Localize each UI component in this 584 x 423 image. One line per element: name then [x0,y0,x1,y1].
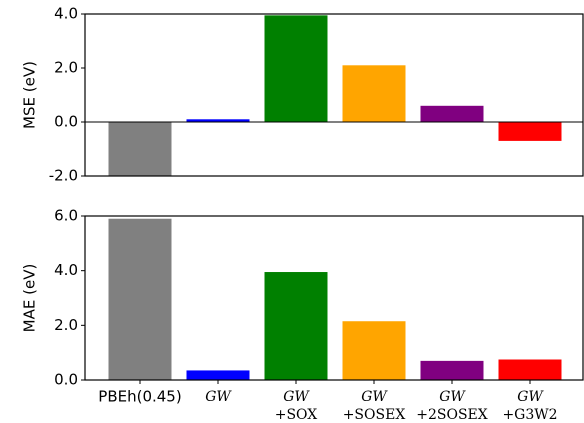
bar [186,370,250,380]
axes-frame [84,13,584,177]
y-tick-label: -2.0 [49,167,78,185]
bar [498,359,562,380]
bar [264,272,328,380]
bar [342,65,406,122]
x-tick-label: +G3W2 [502,407,557,423]
bar [108,218,172,380]
x-tick-label: +SOX [275,407,318,423]
x-tick-label: +SOSEX [343,407,406,423]
y-axis-label: MSE (eV) [21,61,39,129]
bar [186,119,250,122]
x-tick-label: GW [205,389,232,405]
y-tick-label: 4.0 [54,5,78,23]
axes-frame [84,215,584,381]
bar [498,122,562,141]
bar [264,15,328,123]
y-tick-label: 2.0 [54,59,78,77]
x-tick-label: PBEh(0.45) [98,388,181,406]
x-tick-label: GW [517,389,544,405]
x-tick-label: GW [283,389,310,405]
y-tick-label: 0.0 [54,113,78,131]
y-tick-label: 2.0 [54,316,78,334]
x-tick-label: GW [361,389,388,405]
y-tick-label: 4.0 [54,261,78,279]
bar [420,105,484,122]
bar [342,321,406,380]
bar [108,122,172,176]
x-tick-label: +2SOSEX [416,407,488,423]
y-axis-label: MAE (eV) [21,264,39,333]
y-tick-label: 6.0 [54,207,78,225]
y-tick-label: 0.0 [54,371,78,389]
x-tick-label: GW [439,389,466,405]
bar [420,360,484,380]
